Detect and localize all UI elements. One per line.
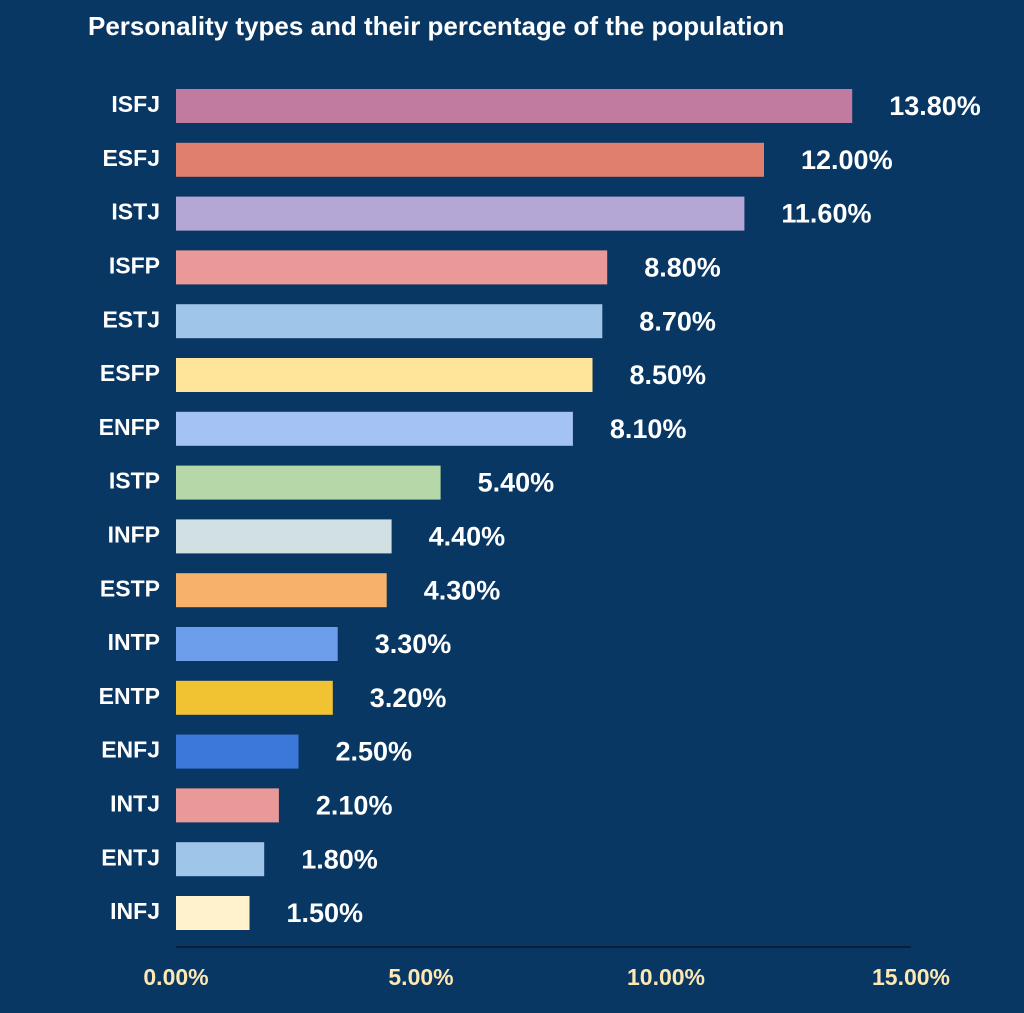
y-tick-label: ESFP [100, 360, 160, 386]
value-label: 4.30% [424, 575, 501, 605]
value-label: 8.80% [644, 253, 721, 283]
y-tick-label: ISTP [109, 468, 160, 494]
y-tick-label: ESTP [100, 575, 160, 601]
y-tick-label: INFJ [110, 898, 160, 924]
value-label: 11.60% [781, 199, 871, 229]
value-label: 1.50% [287, 898, 364, 928]
value-label: 3.30% [375, 629, 452, 659]
x-tick-label: 15.00% [872, 964, 950, 990]
bar [176, 896, 250, 930]
bar [176, 250, 608, 285]
bar [176, 627, 338, 661]
value-label: 5.40% [478, 468, 555, 498]
bar [176, 142, 764, 177]
x-tick-label: 0.00% [143, 964, 208, 990]
bar [176, 196, 745, 231]
bar [176, 788, 279, 823]
bar [176, 680, 333, 715]
y-tick-label: INTP [108, 629, 160, 655]
value-label: 2.10% [316, 791, 393, 821]
value-label: 2.50% [336, 737, 413, 767]
y-tick-label: ENTP [99, 683, 160, 709]
bar [176, 519, 392, 554]
bar [176, 573, 387, 608]
bar [176, 304, 603, 339]
x-tick-label: 10.00% [627, 964, 705, 990]
value-label: 8.10% [610, 414, 687, 444]
value-label: 8.50% [630, 360, 707, 390]
value-label: 4.40% [429, 522, 506, 552]
bar [176, 842, 265, 877]
y-tick-label: ENTJ [101, 844, 160, 870]
chart-title: Personality types and their percentage o… [88, 11, 784, 41]
value-label: 1.80% [301, 844, 378, 874]
bar [176, 465, 441, 500]
y-tick-label: ENFJ [101, 737, 160, 763]
bar [176, 358, 593, 392]
value-label: 3.20% [370, 683, 447, 713]
y-tick-label: ESTJ [102, 306, 160, 332]
x-tick-label: 5.00% [388, 964, 453, 990]
y-tick-label: INFP [108, 521, 160, 547]
y-tick-label: ESFJ [102, 145, 160, 171]
y-tick-label: ENFP [99, 414, 160, 440]
y-tick-label: ISFP [109, 252, 160, 278]
y-tick-label: INTJ [110, 790, 160, 816]
value-label: 12.00% [801, 145, 893, 175]
y-tick-label: ISTJ [111, 199, 160, 225]
y-tick-label: ISFJ [111, 91, 160, 117]
bar [176, 734, 299, 769]
bar [176, 411, 573, 446]
bar [176, 89, 853, 123]
value-label: 8.70% [639, 306, 716, 336]
value-label: 13.80% [889, 91, 981, 121]
